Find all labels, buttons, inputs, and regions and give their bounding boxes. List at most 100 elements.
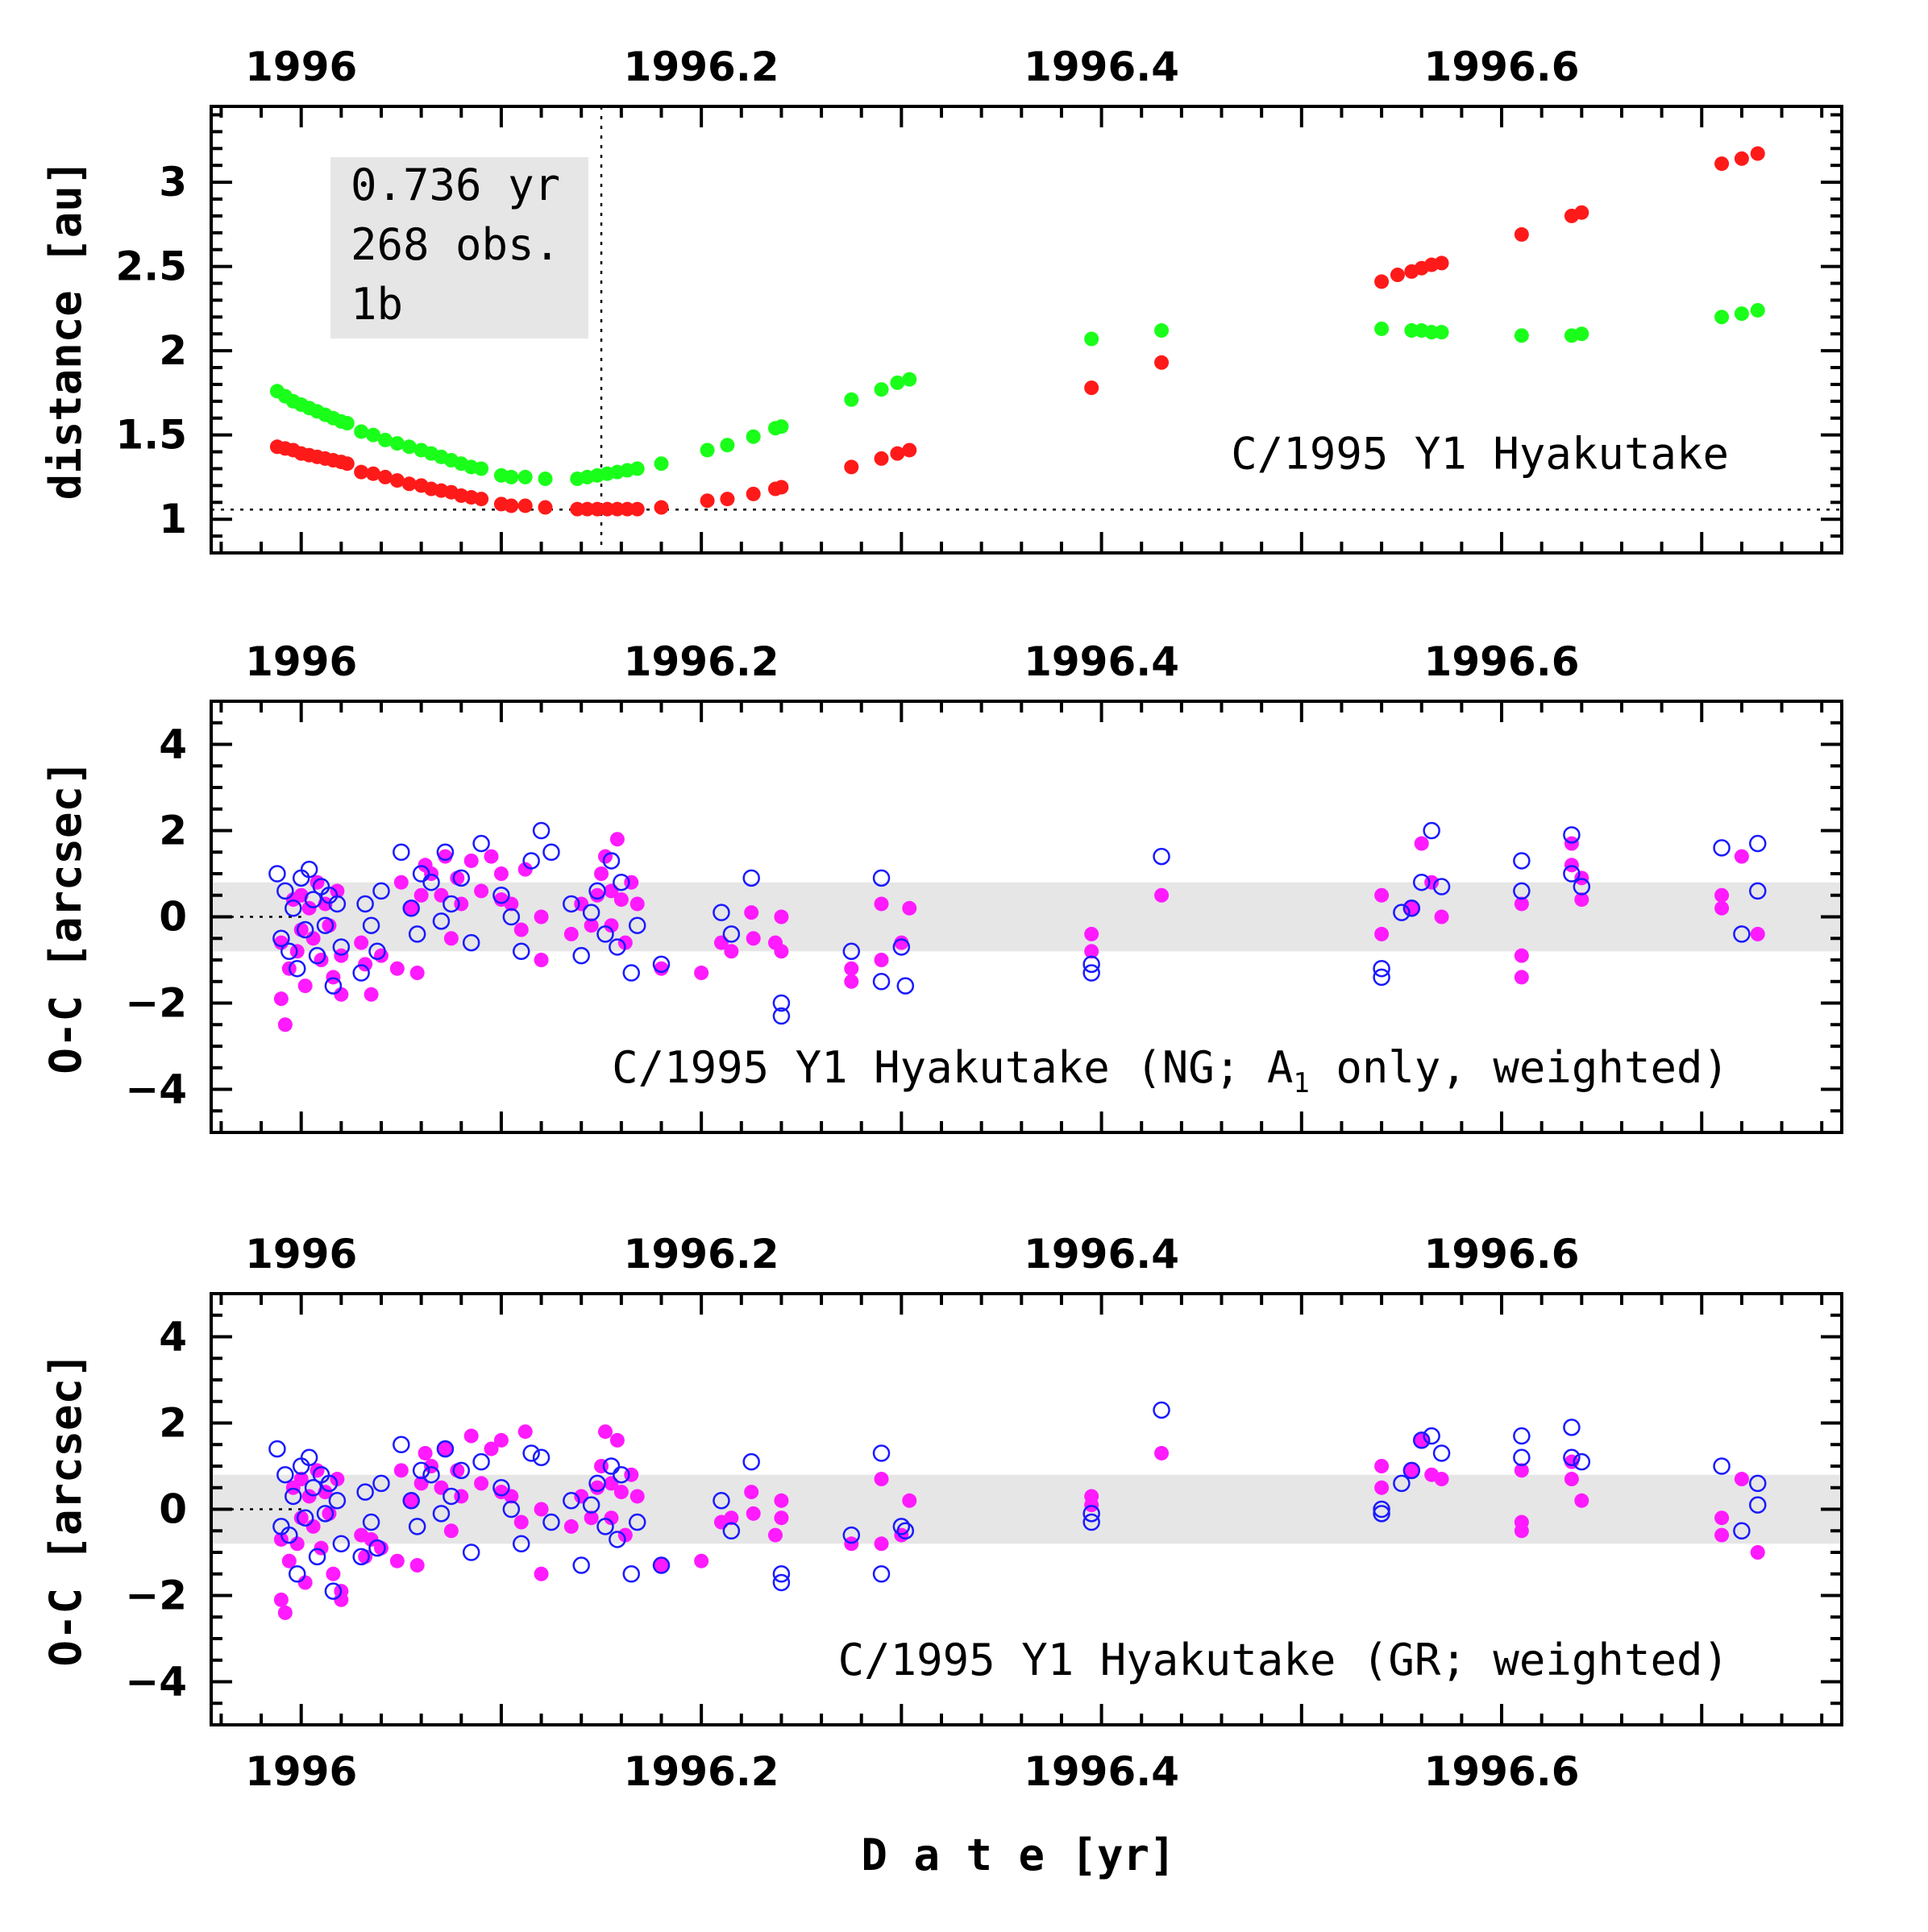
data-point	[1424, 325, 1440, 340]
data-point	[630, 896, 645, 912]
data-point	[389, 436, 405, 451]
x-tick-label-bottom: 1996.4	[1024, 1748, 1179, 1795]
data-point	[288, 959, 306, 978]
data-point	[352, 964, 370, 982]
data-point	[1374, 321, 1390, 336]
data-point	[308, 946, 326, 965]
data-point	[600, 501, 615, 517]
data-point	[372, 1474, 390, 1493]
data-point	[1414, 1432, 1429, 1448]
data-point	[630, 501, 645, 517]
data-point	[1393, 904, 1411, 921]
data-point	[308, 1548, 326, 1566]
data-point	[1084, 926, 1099, 941]
data-point	[534, 909, 549, 924]
data-point	[285, 1487, 302, 1506]
data-point	[542, 1513, 560, 1531]
data-point	[532, 821, 551, 840]
x-tick-label-top: 1996.2	[624, 638, 779, 685]
data-point	[285, 900, 302, 917]
data-point	[452, 1461, 471, 1480]
data-point	[620, 501, 635, 517]
data-point	[301, 1489, 317, 1504]
data-point	[1374, 274, 1390, 289]
data-point	[462, 1544, 480, 1561]
data-point	[273, 1592, 289, 1607]
data-point	[628, 916, 646, 934]
data-point	[772, 1007, 791, 1025]
data-point	[774, 419, 789, 434]
data-point	[1513, 852, 1531, 870]
data-point	[874, 1536, 889, 1552]
data-point	[890, 375, 905, 390]
data-point	[892, 938, 911, 956]
data-point	[722, 925, 741, 943]
data-point	[513, 1514, 529, 1530]
data-point	[1390, 268, 1405, 283]
data-point	[450, 1463, 465, 1478]
data-point	[272, 929, 290, 947]
data-point	[293, 922, 309, 937]
data-point	[1748, 834, 1767, 853]
data-point	[1082, 955, 1100, 974]
data-point	[277, 1605, 293, 1620]
data-point	[389, 473, 405, 488]
data-point	[300, 1448, 318, 1467]
data-point	[393, 843, 410, 861]
data-point	[772, 1565, 791, 1583]
data-point	[300, 860, 318, 879]
data-point	[296, 920, 314, 939]
data-point	[720, 492, 735, 507]
data-point	[630, 461, 645, 476]
data-point	[293, 1510, 309, 1526]
data-point	[1423, 821, 1440, 840]
data-point	[412, 1461, 430, 1480]
data-point	[609, 938, 626, 956]
distance-panel: 0.736 yr 268 obs. 1b 1996 1996.2 1996.4 1996.6…	[40, 44, 1843, 555]
data-point	[1714, 900, 1730, 916]
data-point	[422, 1465, 440, 1484]
data-point	[744, 905, 759, 920]
data-point	[328, 895, 347, 913]
data-point	[872, 1565, 891, 1583]
data-point	[504, 469, 519, 484]
data-point	[472, 834, 490, 853]
data-point	[522, 1444, 540, 1462]
data-point	[609, 1531, 626, 1548]
data-point	[1563, 826, 1581, 844]
data-point	[622, 964, 641, 982]
data-point	[609, 832, 625, 847]
data-point	[652, 955, 671, 974]
x-tick-label-top: 1996.6	[1424, 44, 1580, 90]
data-point	[774, 1510, 789, 1526]
data-point	[746, 429, 761, 444]
data-point	[297, 1575, 313, 1590]
y-tick-label: 1.5	[115, 412, 187, 459]
data-point	[443, 931, 459, 946]
data-point	[402, 1492, 420, 1510]
data-point	[1713, 839, 1731, 857]
data-point	[746, 486, 761, 501]
data-point	[1563, 1448, 1581, 1467]
data-point	[582, 904, 600, 921]
data-point	[1404, 1463, 1419, 1478]
x-tick-label-top: 1996.4	[1024, 638, 1179, 685]
data-point	[588, 882, 606, 900]
x-tick-label-top: 1996.6	[1424, 638, 1580, 685]
data-point	[273, 1531, 289, 1547]
data-point	[472, 1452, 490, 1471]
data-point	[450, 870, 465, 886]
data-point	[842, 1526, 861, 1544]
data-point	[596, 1518, 614, 1535]
data-point	[1514, 970, 1529, 985]
data-point	[436, 843, 455, 861]
data-point	[1714, 156, 1730, 172]
data-point	[892, 1518, 911, 1535]
data-point	[617, 935, 633, 950]
data-point	[1402, 900, 1421, 917]
data-point	[1734, 306, 1749, 322]
data-point	[1750, 1545, 1765, 1560]
data-point	[432, 912, 451, 930]
y-tick-label: 0	[159, 894, 187, 941]
data-point	[896, 1522, 915, 1539]
